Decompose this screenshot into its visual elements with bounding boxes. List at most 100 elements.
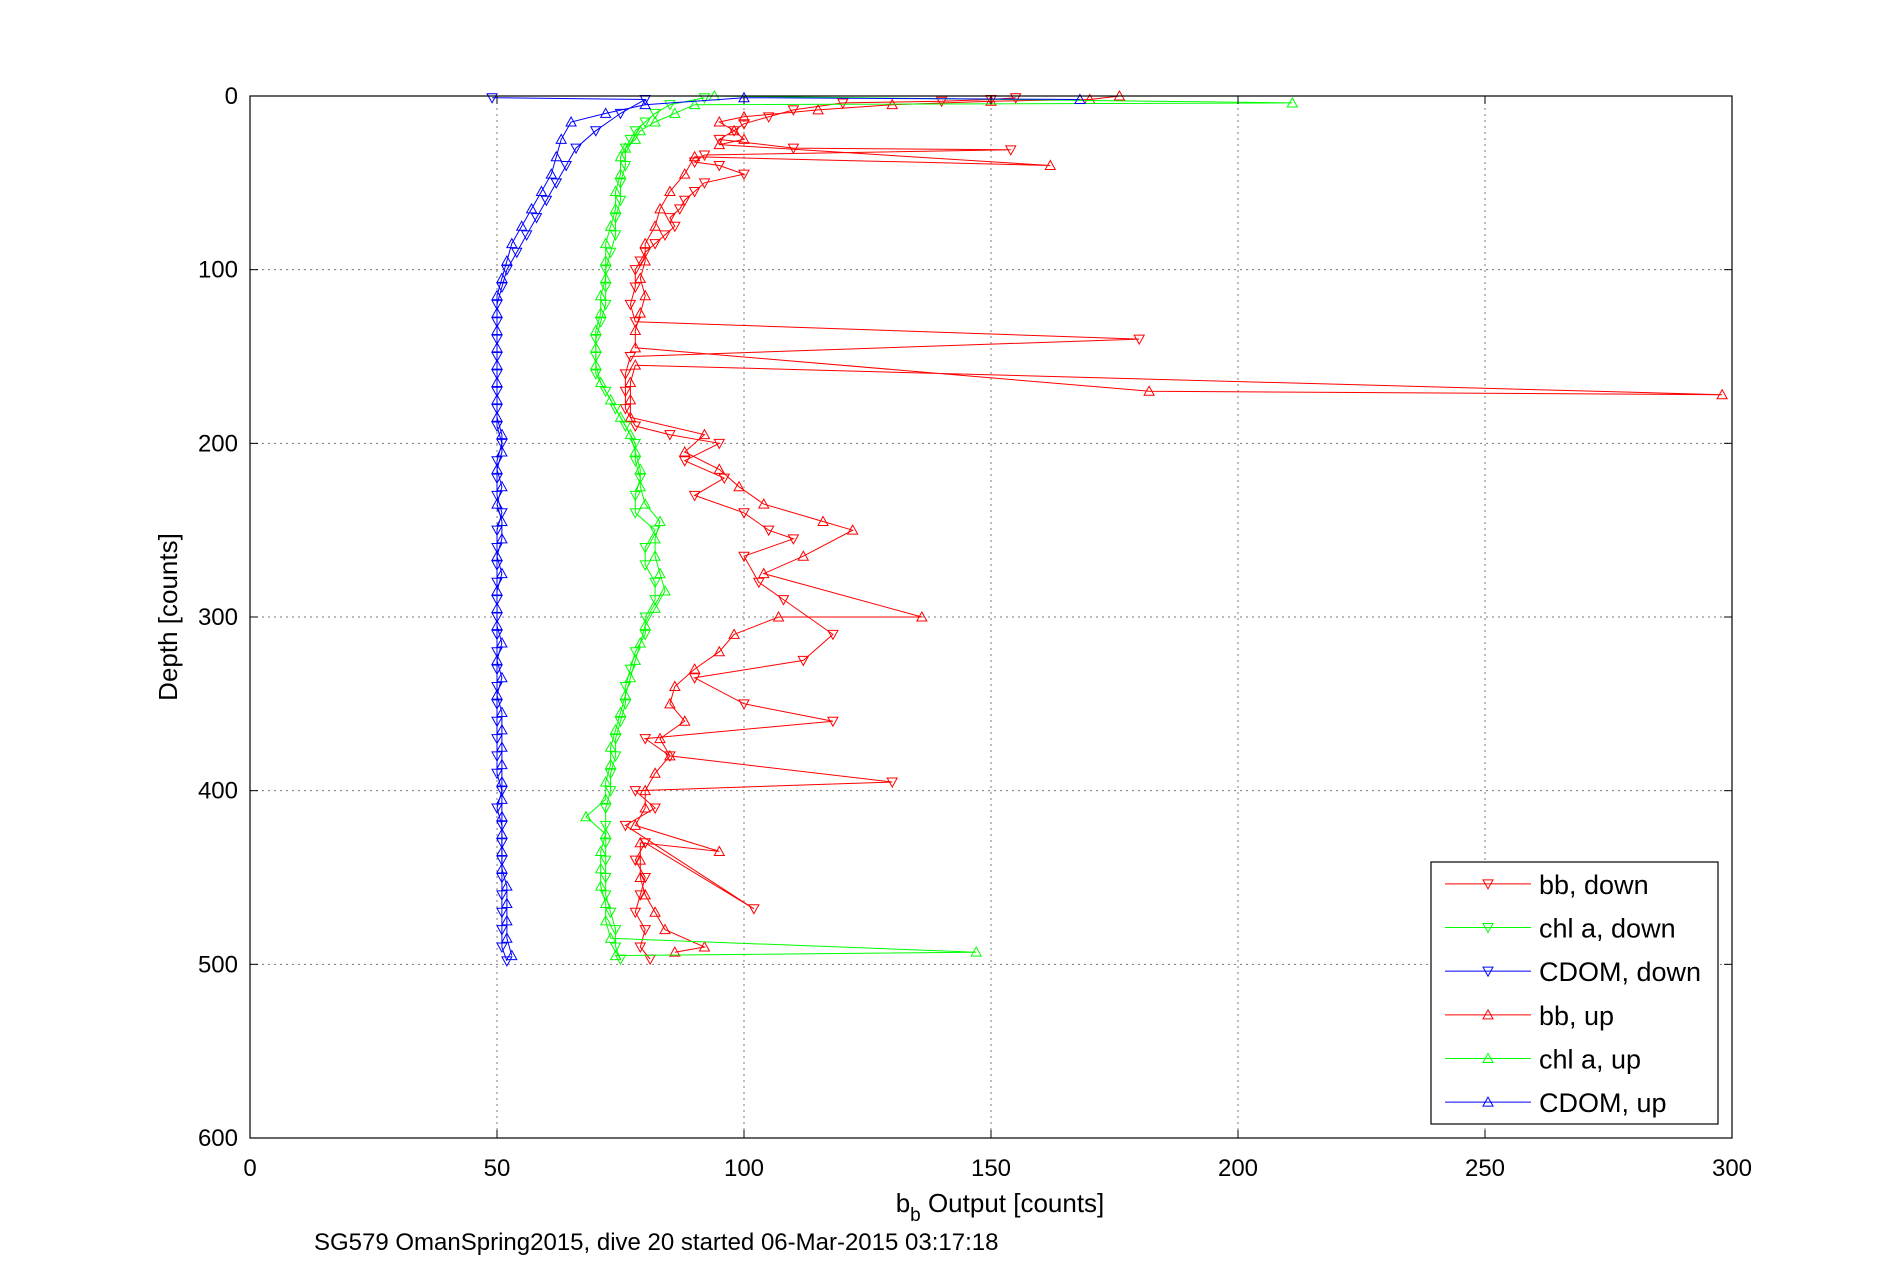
data-point	[970, 946, 983, 957]
data-point	[713, 134, 726, 146]
data-point	[639, 925, 652, 936]
data-point	[501, 254, 513, 266]
data-point	[787, 105, 800, 116]
data-point	[629, 490, 642, 502]
data-point	[659, 923, 671, 935]
data-point	[599, 803, 612, 815]
data-point	[609, 723, 622, 735]
data-point	[491, 768, 503, 780]
data-point	[491, 734, 503, 745]
data-point	[624, 671, 637, 683]
data-point	[535, 185, 548, 197]
data-point	[496, 828, 508, 839]
data-point	[629, 282, 642, 294]
data-point	[550, 178, 563, 189]
data-point	[491, 289, 503, 301]
x-tick-label: 0	[243, 1155, 256, 1182]
data-point	[496, 706, 508, 718]
data-point	[668, 946, 681, 957]
data-point	[634, 942, 647, 953]
data-point	[496, 428, 508, 440]
series-line	[629, 95, 1723, 953]
data-point	[619, 820, 632, 832]
data-point	[501, 880, 513, 891]
x-tick-label: 250	[1465, 1155, 1505, 1182]
data-point	[604, 758, 617, 770]
data-point	[496, 532, 508, 544]
data-point	[886, 777, 899, 789]
data-point	[496, 810, 508, 822]
data-point	[757, 567, 770, 579]
x-axis-label-subscript: b	[910, 1205, 921, 1226]
data-point	[1044, 159, 1057, 170]
series-3	[624, 89, 1728, 957]
data-point	[772, 610, 785, 622]
data-point	[738, 551, 750, 563]
data-point	[496, 793, 508, 804]
data-point	[614, 411, 627, 422]
data-point	[649, 906, 661, 917]
data-point	[496, 637, 508, 648]
data-point	[787, 143, 800, 155]
data-point	[609, 185, 622, 197]
data-point	[688, 187, 701, 198]
data-point	[639, 888, 652, 900]
series-line	[585, 95, 1293, 957]
data-point	[599, 873, 612, 884]
data-point	[619, 421, 632, 432]
data-point	[738, 169, 750, 181]
data-point	[589, 341, 602, 353]
data-point	[688, 150, 701, 162]
data-point	[688, 157, 701, 169]
data-point	[604, 786, 617, 797]
data-point	[836, 98, 849, 109]
data-point	[496, 445, 508, 457]
data-point	[634, 272, 647, 283]
legend: bb, down chl a, down CDOM, down bb, up chl a…	[1430, 861, 1719, 1125]
data-point	[609, 949, 622, 961]
data-point	[545, 168, 558, 179]
data-point	[664, 430, 676, 441]
data-point	[649, 602, 661, 613]
data-point	[624, 393, 637, 405]
data-point	[496, 845, 508, 856]
data-point	[491, 393, 503, 405]
data-point	[688, 663, 701, 674]
data-point	[1074, 93, 1086, 104]
data-point	[629, 265, 642, 276]
data-point	[619, 160, 632, 172]
legend-entry: chl a, up	[1445, 1045, 1641, 1075]
data-point	[634, 256, 647, 268]
data-point	[599, 386, 612, 398]
data-point	[728, 628, 740, 639]
legend-marker	[1482, 879, 1494, 890]
y-tick-label: 200	[198, 430, 238, 457]
data-point	[713, 645, 726, 657]
data-point	[634, 124, 647, 136]
data-point	[491, 498, 503, 509]
data-point	[713, 438, 726, 450]
data-point	[698, 93, 711, 104]
data-point	[787, 534, 800, 545]
data-point	[634, 637, 647, 648]
data-point	[713, 463, 726, 474]
legend-entry: CDOM, up	[1445, 1088, 1667, 1118]
data-point	[649, 550, 661, 561]
data-point	[649, 239, 661, 250]
data-point	[599, 897, 612, 909]
legend-box	[1430, 861, 1719, 1125]
data-point	[496, 758, 508, 770]
data-point	[599, 237, 612, 249]
y-tick-label: 0	[225, 83, 238, 110]
y-tick-label: 600	[198, 1125, 238, 1152]
data-point	[649, 595, 661, 606]
legend-entry: bb, down	[1445, 870, 1649, 900]
data-point	[738, 110, 750, 122]
data-point	[668, 107, 681, 118]
data-point	[496, 567, 508, 579]
data-point	[668, 221, 681, 233]
data-point	[762, 525, 775, 537]
legend-label: chl a, up	[1539, 1045, 1641, 1075]
data-point	[599, 820, 612, 832]
data-point	[664, 100, 676, 111]
